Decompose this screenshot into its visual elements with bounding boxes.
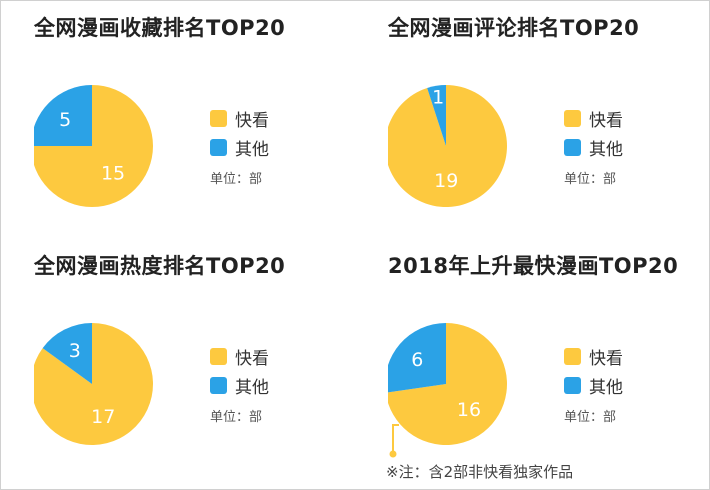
legend-label: 快看	[589, 349, 623, 369]
legend-item-other: 其他	[564, 133, 623, 162]
pie-slice-other	[388, 323, 446, 393]
data-label-other: 6	[411, 349, 423, 371]
legend-item-kuaikan: 快看	[210, 342, 269, 371]
legend-label: 快看	[235, 111, 269, 131]
unit-label: 单位：部	[210, 410, 263, 425]
pie-slice-other	[42, 323, 92, 384]
pie-slice-kuaikan	[34, 323, 153, 445]
data-label-kuaikan: 17	[91, 406, 115, 428]
chart-title: 全网漫画评论排名TOP20	[388, 16, 640, 40]
legend-label: 快看	[235, 349, 269, 369]
pie-slice-kuaikan	[34, 85, 153, 207]
unit-label: 单位：部	[564, 410, 617, 425]
legend-item-kuaikan: 快看	[210, 104, 269, 133]
pie-chart: 19 1	[388, 85, 507, 207]
pie-chart: 15 5	[34, 85, 153, 207]
pie-slice-kuaikan	[388, 85, 507, 207]
chart-title: 2018年上升最快漫画TOP20	[388, 254, 679, 278]
legend-item-other: 其他	[210, 133, 269, 162]
legend-label: 其他	[235, 378, 269, 398]
pie-chart-panel: 16 6 2018年上升最快漫画TOP20 快看 其他 单位：部	[388, 238, 710, 468]
unit-label: 单位：部	[564, 172, 617, 187]
data-label-kuaikan: 19	[434, 170, 458, 192]
legend-label: 其他	[589, 378, 623, 398]
legend: 快看 其他 单位：部	[210, 104, 269, 187]
legend-item-other: 其他	[564, 371, 623, 400]
legend-swatch	[564, 110, 581, 127]
pie-chart-panel: 19 1 全网漫画评论排名TOP20 快看 其他 单位：部	[388, 0, 710, 230]
legend-swatch	[564, 377, 581, 394]
legend-swatch	[210, 110, 227, 127]
chart-title: 全网漫画收藏排名TOP20	[34, 16, 286, 40]
legend-label: 其他	[589, 140, 623, 160]
note-leader-dot	[389, 450, 397, 458]
legend-item-kuaikan: 快看	[564, 342, 623, 371]
pie-slice-kuaikan	[388, 323, 507, 445]
pie-slice-other	[34, 85, 92, 146]
chart-note: ※注：含2部非快看独家作品	[386, 463, 574, 481]
legend-swatch	[210, 348, 227, 365]
data-label-other: 3	[69, 340, 81, 362]
chart-title: 全网漫画热度排名TOP20	[34, 254, 286, 278]
legend-swatch	[564, 348, 581, 365]
legend-swatch	[564, 139, 581, 156]
pie-chart-panel: 15 5 全网漫画收藏排名TOP20 快看 其他 单位：部	[34, 0, 374, 230]
note-leader-line	[392, 424, 399, 454]
legend-item-other: 其他	[210, 371, 269, 400]
data-label-kuaikan: 15	[101, 163, 125, 185]
legend-item-kuaikan: 快看	[564, 104, 623, 133]
data-label-kuaikan: 16	[457, 399, 481, 421]
data-label-other: 5	[59, 109, 71, 131]
legend-swatch	[210, 139, 227, 156]
pie-slice-other	[427, 85, 446, 146]
legend: 快看 其他 单位：部	[564, 104, 623, 187]
legend: 快看 其他 单位：部	[564, 342, 623, 425]
pie-chart: 16 6	[388, 323, 507, 458]
unit-label: 单位：部	[210, 172, 263, 187]
legend: 快看 其他 单位：部	[210, 342, 269, 425]
pie-chart: 17 3	[34, 323, 153, 445]
legend-swatch	[210, 377, 227, 394]
data-label-other: 1	[432, 87, 444, 109]
legend-label: 快看	[589, 111, 623, 131]
legend-label: 其他	[235, 140, 269, 160]
pie-chart-panel: 17 3 全网漫画热度排名TOP20 快看 其他 单位：部	[34, 238, 374, 468]
